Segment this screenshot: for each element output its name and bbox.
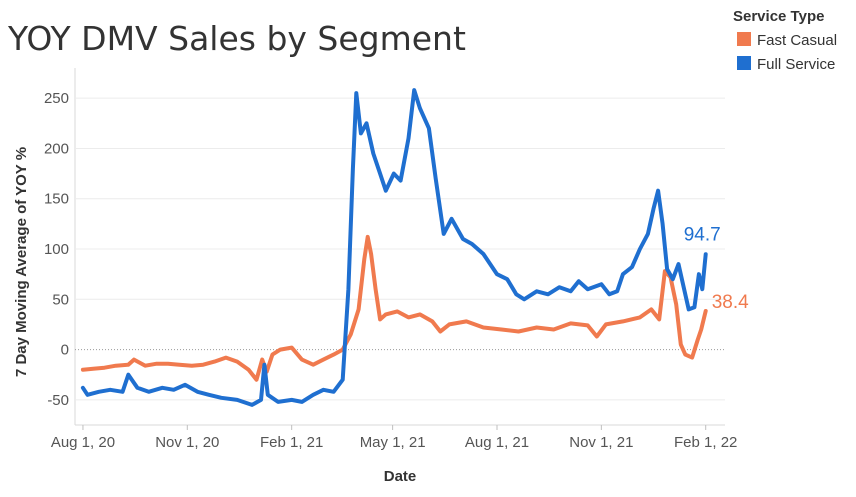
series-line-full-service xyxy=(80,88,708,407)
y-tick-label: 50 xyxy=(52,291,69,308)
x-tick-label: May 1, 21 xyxy=(360,434,426,451)
legend-swatch-fast-casual xyxy=(737,32,751,46)
legend-swatch-full-service xyxy=(737,56,751,70)
legend-label-fast-casual: Fast Casual xyxy=(757,32,837,49)
legend-title: Service Type xyxy=(733,8,824,25)
x-tick-label: Aug 1, 21 xyxy=(465,434,529,451)
x-tick-label: Nov 1, 21 xyxy=(569,434,633,451)
y-axis-title: 7 Day Moving Average of YOY % xyxy=(13,147,30,377)
legend: Service Type Fast Casual Full Service xyxy=(733,8,837,73)
end-label-full-service: 94.7 xyxy=(684,224,721,245)
y-axis-ticks: 250 200 150 100 50 0 -50 xyxy=(44,90,69,409)
chart-title: YOY DMV Sales by Segment xyxy=(7,19,466,58)
y-tick-label: 0 xyxy=(61,342,69,359)
series-lines xyxy=(80,88,708,407)
x-tick-label: Feb 1, 21 xyxy=(260,434,323,451)
y-tick-label: -50 xyxy=(47,392,69,409)
x-tick-label: Feb 1, 22 xyxy=(674,434,737,451)
legend-label-full-service: Full Service xyxy=(757,56,835,73)
end-label-fast-casual: 38.4 xyxy=(712,292,749,313)
y-tick-label: 100 xyxy=(44,241,69,258)
series-end-labels: 38.4 94.7 xyxy=(684,224,749,313)
x-tick-label: Aug 1, 20 xyxy=(51,434,115,451)
y-tick-label: 200 xyxy=(44,140,69,157)
y-tick-label: 150 xyxy=(44,191,69,208)
x-axis-ticks: Aug 1, 20 Nov 1, 20 Feb 1, 21 May 1, 21 Aug … xyxy=(51,425,737,451)
x-axis-title: Date xyxy=(384,468,417,485)
x-tick-label: Nov 1, 20 xyxy=(155,434,219,451)
gridlines xyxy=(74,68,725,426)
series-line-fast-casual xyxy=(80,234,708,382)
y-tick-label: 250 xyxy=(44,90,69,107)
